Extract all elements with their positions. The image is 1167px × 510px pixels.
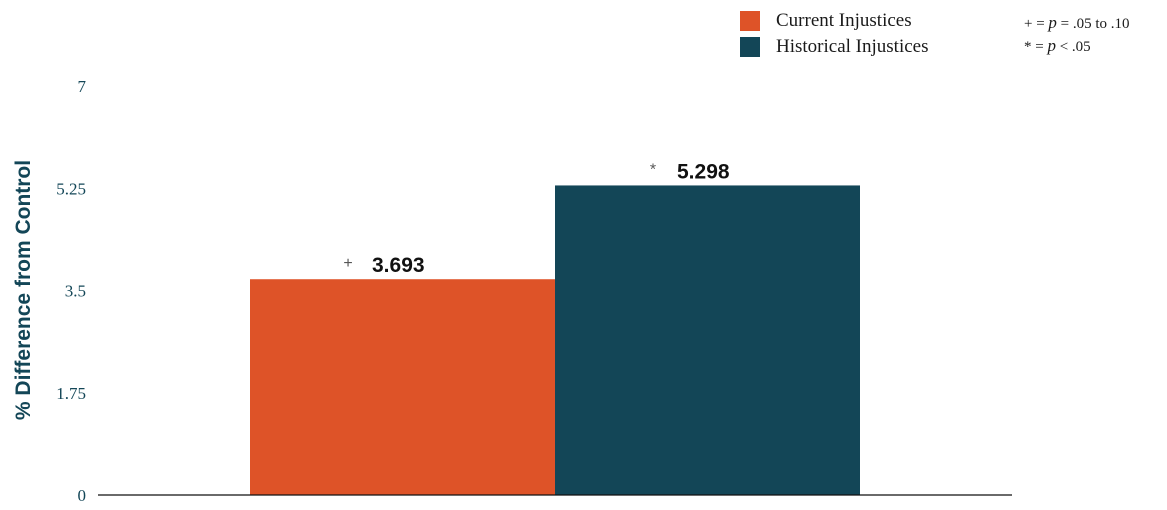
legend-item-historical: Historical Injustices	[740, 34, 929, 60]
y-tick-label: 5.25	[56, 179, 86, 198]
significance-notes: + = p = .05 to .10 * = p < .05	[1024, 12, 1130, 58]
bar-value-label: 5.298	[677, 160, 730, 183]
legend-label-current: Current Injustices	[776, 10, 912, 31]
legend-swatch-historical	[740, 37, 760, 57]
y-axis-label: % Difference from Control	[12, 160, 35, 420]
bar-current-injustices	[250, 279, 555, 495]
bar-significance-marker: +	[343, 255, 352, 272]
sig-note-plus: + = p = .05 to .10	[1024, 13, 1130, 32]
y-tick-label: 7	[78, 77, 87, 96]
y-tick-label: 0	[78, 486, 87, 505]
legend-label-historical: Historical Injustices	[776, 36, 929, 57]
bar-significance-marker: *	[650, 161, 656, 178]
y-axis-ticks: 0 1.75 3.5 5.25 7	[56, 77, 86, 505]
legend: Current Injustices Historical Injustices	[740, 8, 929, 60]
bars	[250, 185, 860, 495]
bar-labels: +3.693 * 5.298	[343, 160, 730, 277]
legend-swatch-current	[740, 11, 760, 31]
y-tick-label: 1.75	[56, 384, 86, 403]
sig-note-star: * = p < .05	[1024, 36, 1091, 55]
bar-value-label: 3.693	[372, 254, 425, 277]
bar-historical-injustices	[555, 185, 860, 495]
legend-item-current: Current Injustices	[740, 8, 929, 34]
y-tick-label: 3.5	[65, 282, 86, 301]
